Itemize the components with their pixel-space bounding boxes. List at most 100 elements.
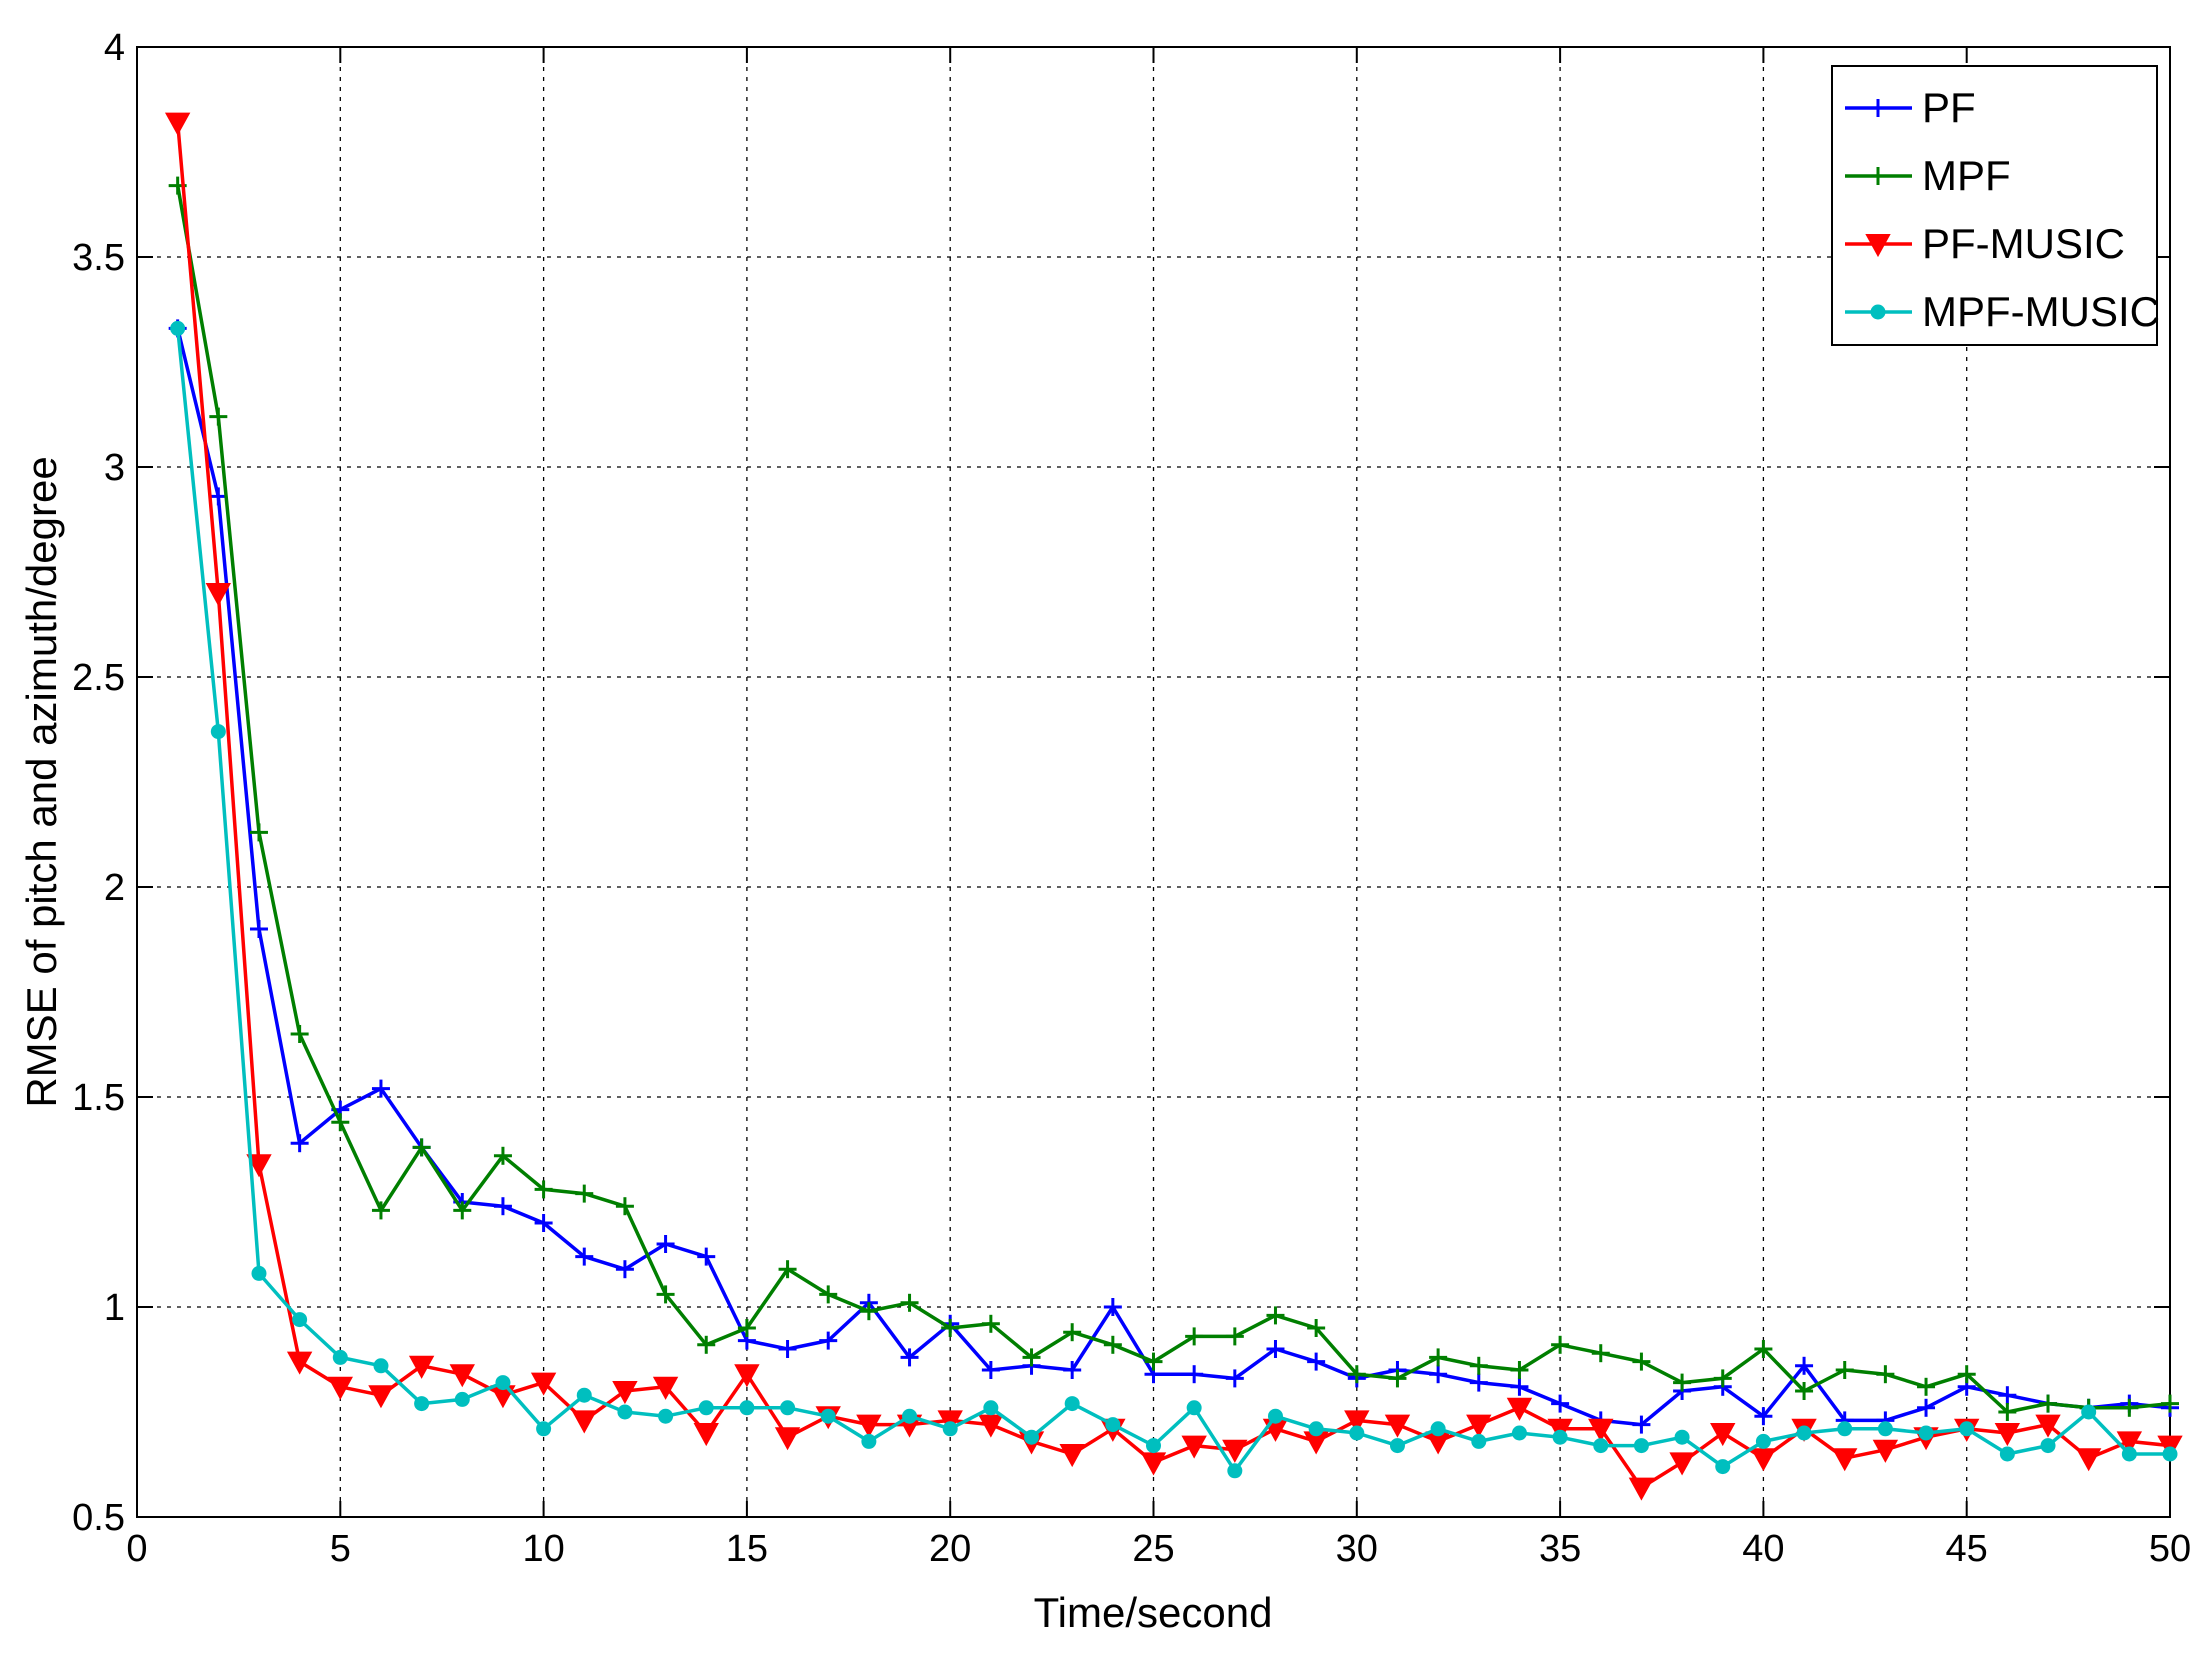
data-point-mpf [859, 1302, 878, 1321]
data-point-pf-music [1669, 1452, 1695, 1476]
data-point-pf-music [408, 1355, 435, 1379]
data-point-pf-music [164, 112, 191, 136]
data-point-mpf [697, 1335, 716, 1354]
data-point-pf-music [1344, 1410, 1370, 1434]
data-point-mpf-music [1389, 1438, 1405, 1454]
data-point-pf [1917, 1398, 1936, 1417]
data-point-pf-music [1181, 1435, 1207, 1459]
x-tick-label: 45 [1946, 1528, 1988, 1570]
data-point-mpf [778, 1260, 797, 1279]
data-point-pf [290, 1134, 309, 1153]
data-point-pf [1307, 1352, 1326, 1371]
data-point-mpf-music [983, 1400, 999, 1416]
y-tick-label: 4 [104, 27, 125, 69]
data-point-mpf [1022, 1348, 1041, 1367]
data-point-pf-music [1506, 1397, 1533, 1421]
data-point-pf [1632, 1415, 1651, 1434]
data-point-pf-music [1750, 1448, 1777, 1472]
data-point-mpf [1795, 1382, 1814, 1400]
legend-item-mpf-music: MPF-MUSIC [1845, 288, 2160, 335]
data-point-mpf [2161, 1394, 2179, 1413]
data-point-pf-music [652, 1376, 679, 1400]
data-point-mpf-music [1430, 1421, 1446, 1437]
data-point-pf [656, 1235, 675, 1253]
legend-item-mpf: MPF [1845, 152, 2011, 199]
series-mpf-music [170, 320, 2178, 1479]
data-point-pf [249, 920, 268, 938]
data-point-pf-music [1222, 1439, 1248, 1463]
data-point-mpf-music [495, 1375, 511, 1391]
data-point-pf-music [1872, 1439, 1899, 1463]
data-point-mpf [1063, 1323, 1082, 1342]
data-point-mpf [1713, 1369, 1732, 1388]
data-point-pf [697, 1247, 716, 1266]
data-point-pf [1754, 1407, 1773, 1426]
data-point-mpf [331, 1113, 350, 1132]
data-point-mpf-music [2121, 1446, 2137, 1462]
data-point-mpf-music [1186, 1400, 1202, 1416]
data-point-pf-music [774, 1427, 801, 1451]
data-point-mpf-music [2162, 1446, 2178, 1462]
data-point-pf-music [205, 583, 232, 607]
data-point-mpf [1632, 1352, 1651, 1371]
data-point-mpf [534, 1180, 553, 1199]
data-point-pf-music [1588, 1418, 1614, 1442]
legend-marker-mpf [1869, 167, 1887, 185]
data-point-mpf-music [1959, 1421, 1975, 1437]
data-point-pf [900, 1348, 919, 1367]
series-group [164, 112, 2183, 1501]
data-point-mpf [1225, 1327, 1244, 1346]
data-point-mpf [1388, 1369, 1407, 1388]
data-point-mpf [1307, 1319, 1326, 1337]
data-point-pf-music [693, 1423, 719, 1447]
data-point-pf [981, 1361, 1000, 1379]
x-tick-label: 15 [726, 1528, 768, 1570]
data-point-mpf-music [1837, 1421, 1853, 1437]
data-point-pf [1510, 1377, 1529, 1396]
legend-label-pf-music: PF-MUSIC [1922, 220, 2125, 267]
data-point-mpf [209, 407, 228, 426]
x-tick-label: 10 [522, 1528, 564, 1570]
data-point-mpf [412, 1138, 431, 1157]
x-tick-label: 35 [1539, 1528, 1581, 1570]
data-point-mpf [1835, 1361, 1854, 1379]
data-point-pf-music [1059, 1444, 1085, 1468]
data-point-mpf-music [292, 1312, 308, 1328]
data-point-mpf [819, 1285, 838, 1304]
data-point-mpf [1673, 1373, 1692, 1392]
data-point-mpf-music [1349, 1425, 1365, 1441]
data-point-pf-music [734, 1364, 760, 1388]
data-point-pf [493, 1197, 512, 1216]
data-point-pf [1429, 1365, 1448, 1384]
y-tick-label: 1 [104, 1287, 125, 1329]
data-point-mpf-music [780, 1400, 796, 1416]
data-point-mpf [2120, 1398, 2139, 1417]
data-point-mpf-music [1755, 1433, 1771, 1449]
x-tick-label: 20 [929, 1528, 971, 1570]
data-point-mpf [1551, 1335, 1570, 1354]
legend-item-pf: PF [1845, 84, 1976, 131]
data-point-mpf-music [332, 1349, 348, 1365]
data-point-pf [615, 1260, 634, 1279]
data-point-pf [1185, 1365, 1204, 1384]
data-point-pf-music [2116, 1431, 2143, 1455]
data-point-pf-music [612, 1381, 638, 1405]
data-point-pf-music [1710, 1423, 1736, 1447]
data-point-pf [1998, 1386, 2017, 1405]
legend-label-pf: PF [1922, 84, 1976, 131]
data-point-mpf [1185, 1327, 1204, 1346]
data-point-mpf [615, 1197, 634, 1216]
y-tick-label: 2.5 [72, 657, 125, 699]
data-point-mpf-music [1593, 1438, 1609, 1454]
data-point-mpf [1347, 1365, 1366, 1384]
data-point-mpf-music [1674, 1429, 1690, 1445]
data-point-mpf-music [414, 1396, 430, 1412]
data-point-mpf-music [1918, 1425, 1934, 1441]
x-tick-label: 50 [2149, 1528, 2191, 1570]
data-point-mpf-music [2081, 1404, 2097, 1420]
data-point-mpf-music [1796, 1425, 1812, 1441]
data-point-pf [819, 1331, 838, 1350]
series-pf [168, 319, 2179, 1434]
data-point-mpf [656, 1285, 675, 1304]
